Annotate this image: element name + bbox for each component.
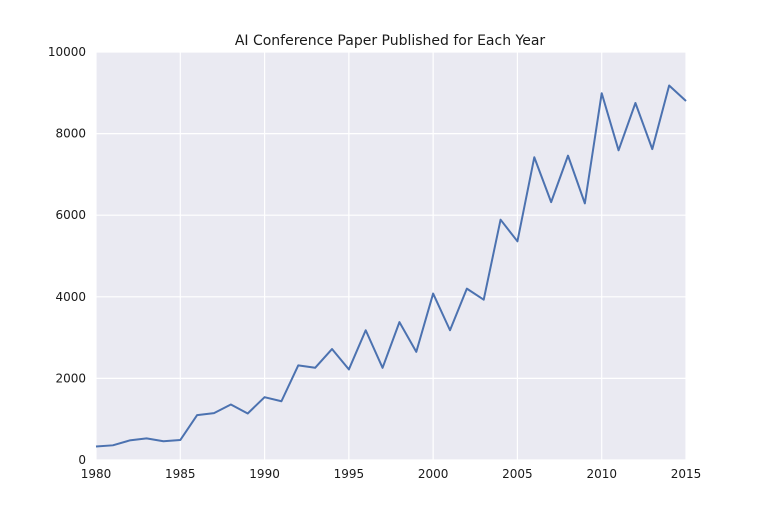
series-line: [95, 84, 687, 448]
y-tick-label: 6000: [55, 208, 86, 222]
y-axis: 0 2000 4000 6000 8000 10000: [48, 45, 86, 467]
x-tick-label: 1990: [249, 467, 280, 481]
x-tick-label: 2015: [671, 467, 702, 481]
y-tick-label: 8000: [55, 127, 86, 141]
y-tick-label: 0: [78, 453, 86, 467]
x-tick-label: 1995: [334, 467, 365, 481]
chart-title: AI Conference Paper Published for Each Y…: [235, 33, 546, 49]
x-tick-label: 1985: [165, 467, 196, 481]
plot-area: [96, 52, 686, 460]
y-tick-label: 2000: [55, 371, 86, 385]
x-tick-label: 2010: [586, 467, 617, 481]
x-tick-label: 1980: [81, 467, 112, 481]
grid-lines: [95, 51, 687, 461]
y-tick-label: 4000: [55, 290, 86, 304]
y-tick-label: 10000: [48, 45, 86, 59]
x-tick-label: 2000: [418, 467, 449, 481]
series-lines: [95, 84, 687, 448]
x-tick-label: 2005: [502, 467, 533, 481]
x-axis: 1980 1985 1990 1995 2000 2005 2010 2015: [81, 467, 702, 481]
